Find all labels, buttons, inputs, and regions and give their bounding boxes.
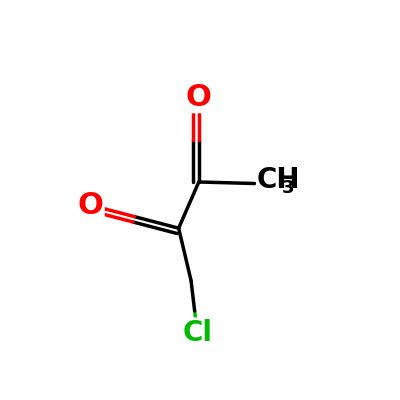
Text: CH: CH [256, 166, 300, 194]
Text: O: O [186, 83, 212, 112]
Text: Cl: Cl [182, 319, 212, 347]
Text: 3: 3 [282, 179, 294, 197]
Text: O: O [77, 190, 103, 220]
